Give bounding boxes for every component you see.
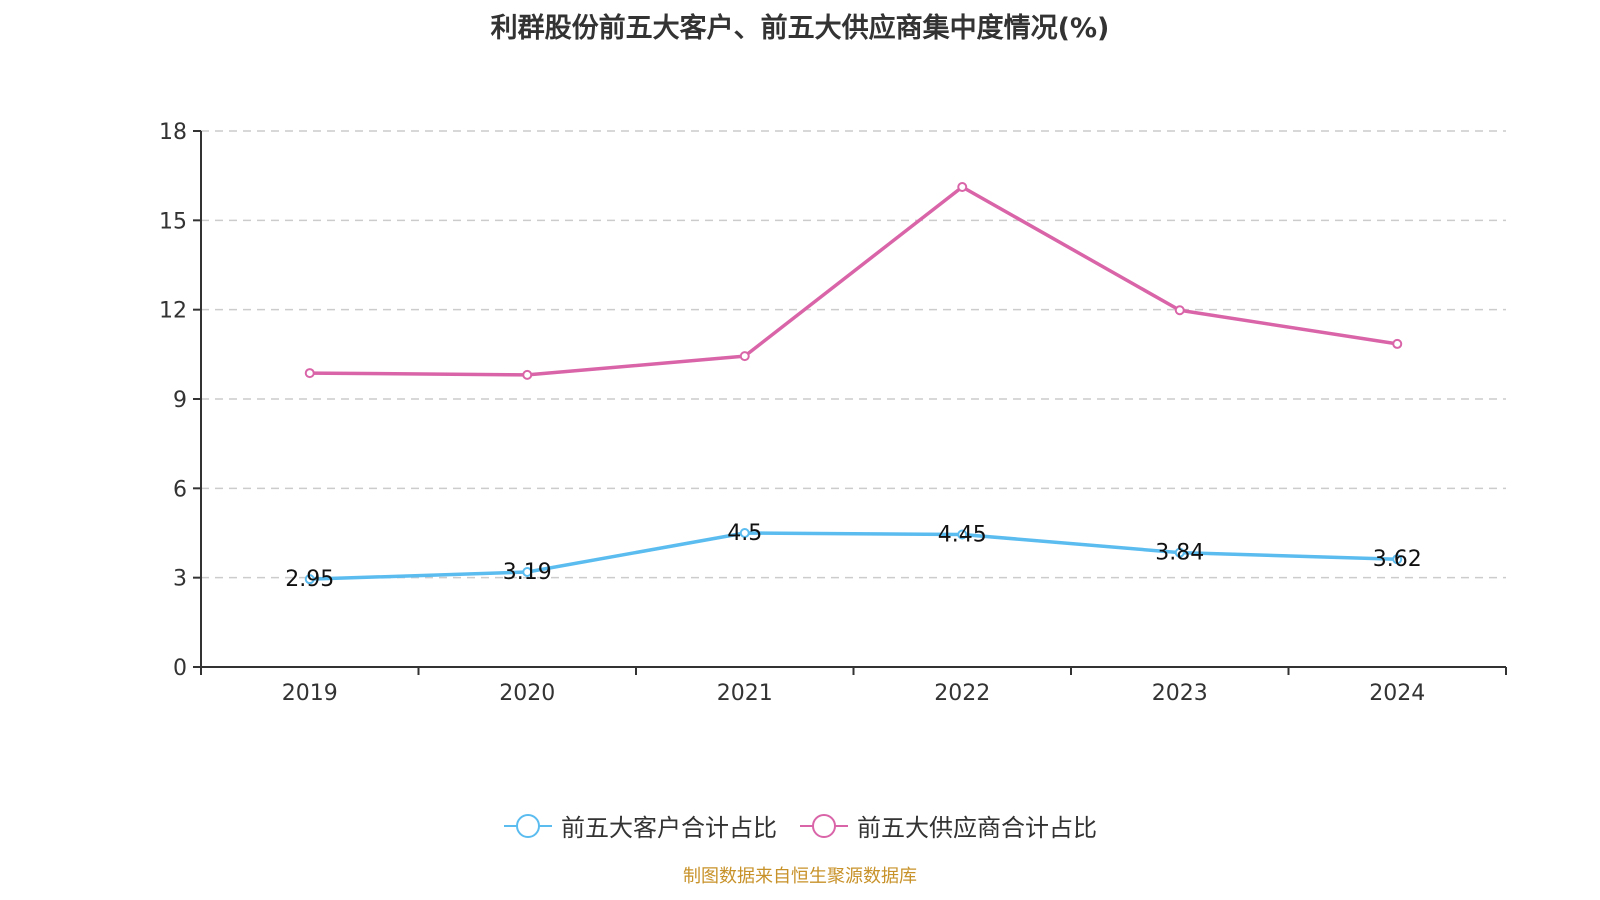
series-line-suppliers <box>309 185 1398 377</box>
data-point-suppliers[interactable] <box>1174 305 1185 316</box>
data-label: 3.84 <box>1155 541 1204 566</box>
chart-title: 利群股份前五大客户、前五大供应商集中度情况(%) <box>490 13 1110 44</box>
data-point-customers[interactable] <box>304 574 315 585</box>
data-label: 4.45 <box>938 522 987 547</box>
series-line-customers <box>309 531 1398 581</box>
circle-line-icon <box>800 813 848 838</box>
x-tick-label: 2021 <box>717 681 773 706</box>
data-point-suppliers[interactable] <box>522 369 533 380</box>
data-label: 4.5 <box>727 521 762 546</box>
data-point-customers[interactable] <box>522 567 533 578</box>
y-tick-label: 3 <box>173 567 187 592</box>
data-label: 3.19 <box>503 560 552 585</box>
legend: 前五大客户合计占比 前五大供应商合计占比 <box>0 808 1600 843</box>
data-point-customers[interactable] <box>1392 554 1403 565</box>
data-labels: 2.95 3.19 4.5 4.45 3.84 3.62 <box>285 521 1421 592</box>
source-note: 制图数据来自恒生聚源数据库 <box>683 866 917 887</box>
x-tick-label: 2020 <box>499 681 555 706</box>
data-point-customers[interactable] <box>957 529 968 540</box>
y-tick-label: 18 <box>159 120 187 145</box>
circle-line-icon <box>504 813 552 838</box>
data-point-suppliers[interactable] <box>1392 338 1403 349</box>
data-point-suppliers[interactable] <box>304 368 315 379</box>
data-point-suppliers[interactable] <box>957 181 968 192</box>
x-tick-label: 2019 <box>282 681 338 706</box>
legend-label: 前五大供应商合计占比 <box>857 814 1097 842</box>
legend-label: 前五大客户合计占比 <box>561 814 777 842</box>
y-tick-label: 0 <box>173 656 187 681</box>
x-tick-label: 2022 <box>934 681 990 706</box>
y-tick-label: 9 <box>173 388 187 413</box>
data-label: 2.95 <box>285 567 334 592</box>
data-point-customers[interactable] <box>1174 547 1185 558</box>
series <box>304 181 1403 585</box>
legend-item-suppliers[interactable]: 前五大供应商合计占比 <box>799 808 1097 843</box>
data-label: 3.62 <box>1373 547 1422 572</box>
y-tick-label: 12 <box>159 299 187 324</box>
y-tick-label: 6 <box>173 477 187 502</box>
x-tick-label: 2023 <box>1152 681 1208 706</box>
legend-item-customers[interactable]: 前五大客户合计占比 <box>503 808 777 843</box>
data-point-suppliers[interactable] <box>739 351 750 362</box>
axes: 0 3 6 9 12 15 18 2019 2020 2021 2022 2023 2024 <box>159 120 1507 706</box>
y-tick-label: 15 <box>159 209 187 234</box>
x-tick-label: 2024 <box>1369 681 1425 706</box>
data-point-customers[interactable] <box>739 528 750 538</box>
gridlines <box>201 130 1506 579</box>
